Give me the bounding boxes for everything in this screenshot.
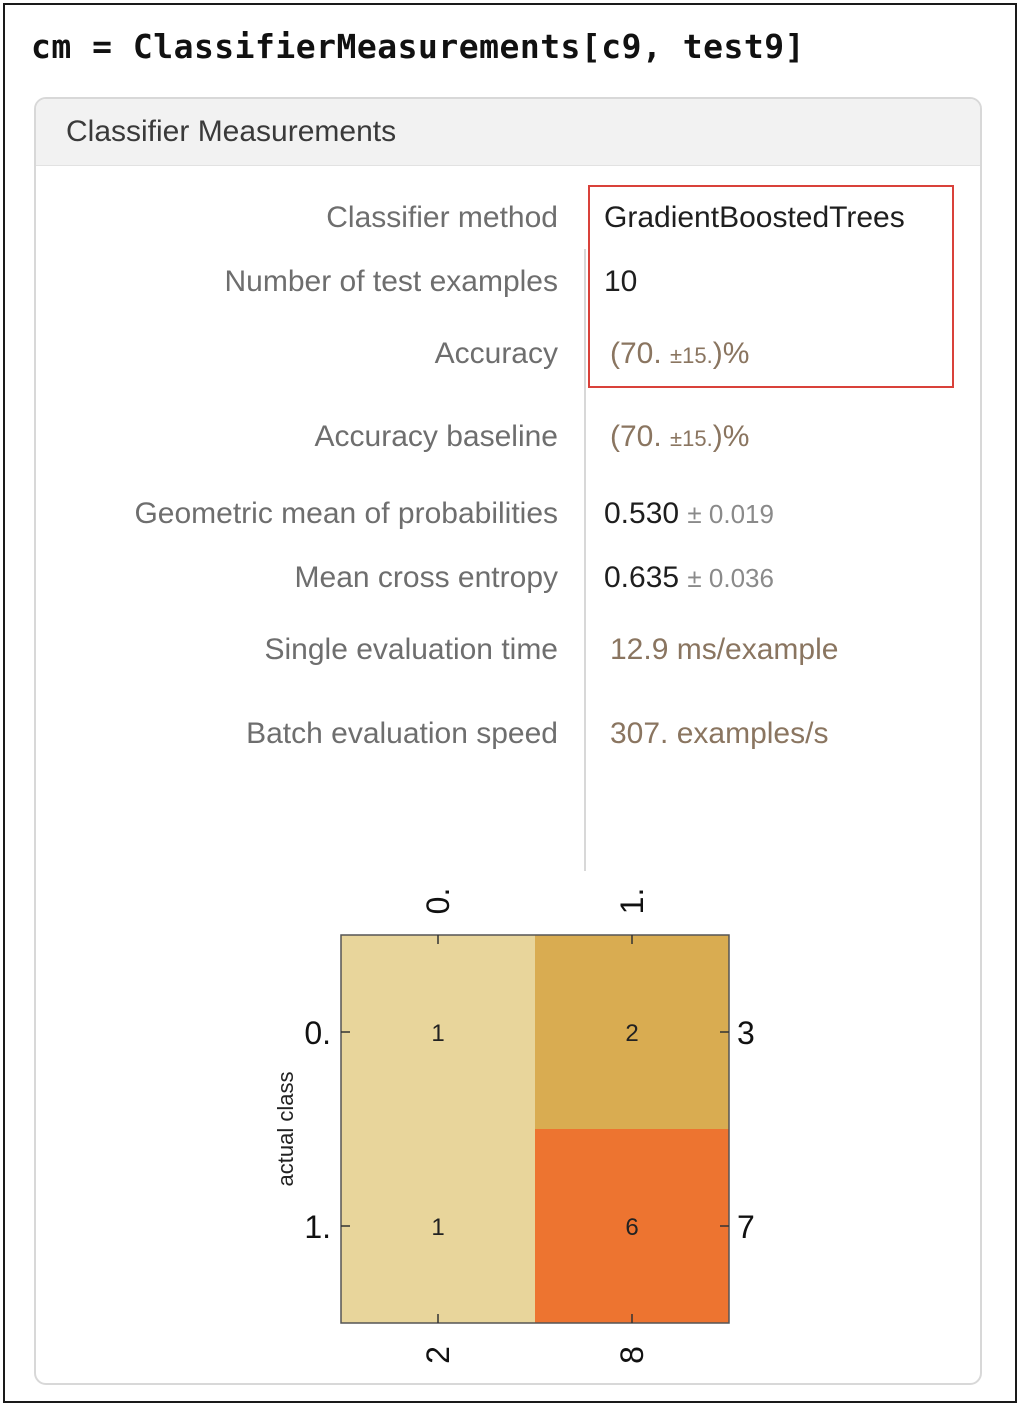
label-batch-eval-speed: Batch evaluation speed	[246, 717, 558, 750]
column-divider	[584, 249, 586, 871]
accuracy-uncertainty: ±15.	[670, 343, 713, 368]
matrix-cell-0-1	[535, 935, 729, 1129]
cell-value-0-0: 1	[431, 1020, 444, 1047]
code-input-line[interactable]: cm = ClassifierMeasurements[c9, test9]	[31, 27, 805, 66]
row-total-0: 3	[737, 1015, 755, 1051]
label-accuracy: Accuracy	[434, 337, 558, 370]
cross-entropy-value: 0.635	[604, 561, 680, 594]
cell-value-1-0: 1	[431, 1214, 444, 1241]
value-batch-eval-speed: 307. examples/s	[610, 717, 829, 750]
panel-header: Classifier Measurements	[36, 99, 980, 166]
left-tick-label-0: 0.	[304, 1015, 331, 1051]
left-tick-label-1: 1.	[304, 1209, 331, 1245]
label-classifier-method: Classifier method	[326, 201, 558, 234]
label-geometric-mean: Geometric mean of probabilities	[134, 497, 558, 530]
panel-title: Classifier Measurements	[66, 115, 397, 148]
matrix-cell-0-0	[341, 935, 535, 1129]
notebook-frame: cm = ClassifierMeasurements[c9, test9] C…	[3, 3, 1017, 1403]
cell-value-1-1: 6	[625, 1214, 638, 1241]
column-total-0: 2	[420, 1346, 456, 1364]
baseline-value: (70.	[610, 420, 662, 453]
value-test-examples: 10	[604, 265, 638, 298]
geometric-mean-value: 0.530	[604, 497, 680, 530]
value-classifier-method: GradientBoostedTrees	[604, 201, 905, 234]
matrix-cell-1-0	[341, 1129, 535, 1323]
cross-entropy-uncertainty: ± 0.036	[687, 563, 774, 593]
y-axis-label: actual class	[273, 1072, 298, 1187]
column-total-1: 8	[614, 1346, 650, 1364]
top-tick-label-0: 0.	[420, 888, 456, 915]
accuracy-suffix: )%	[712, 337, 750, 370]
top-tick-label-1: 1.	[614, 888, 650, 915]
value-single-eval-time: 12.9 ms/example	[610, 633, 839, 666]
value-cross-entropy: 0.635 ± 0.036	[604, 561, 774, 595]
baseline-suffix: )%	[712, 420, 750, 453]
row-total-1: 7	[737, 1209, 755, 1245]
label-test-examples: Number of test examples	[224, 265, 558, 298]
value-geometric-mean: 0.530 ± 0.019	[604, 497, 774, 531]
highlight-box	[588, 185, 954, 388]
label-cross-entropy: Mean cross entropy	[294, 561, 558, 594]
label-accuracy-baseline: Accuracy baseline	[314, 420, 558, 453]
value-accuracy: (70. ±15.)%	[610, 337, 749, 371]
accuracy-value: (70.	[610, 337, 662, 370]
value-accuracy-baseline: (70. ±15.)%	[610, 420, 749, 454]
matrix-border	[340, 934, 730, 1324]
cell-value-0-1: 2	[625, 1020, 638, 1047]
baseline-uncertainty: ±15.	[670, 426, 713, 451]
matrix-cell-1-1	[535, 1129, 729, 1323]
label-single-eval-time: Single evaluation time	[264, 633, 558, 666]
geometric-mean-uncertainty: ± 0.019	[687, 499, 774, 529]
classifier-measurements-panel: Classifier Measurements Classifier metho…	[34, 97, 982, 1385]
